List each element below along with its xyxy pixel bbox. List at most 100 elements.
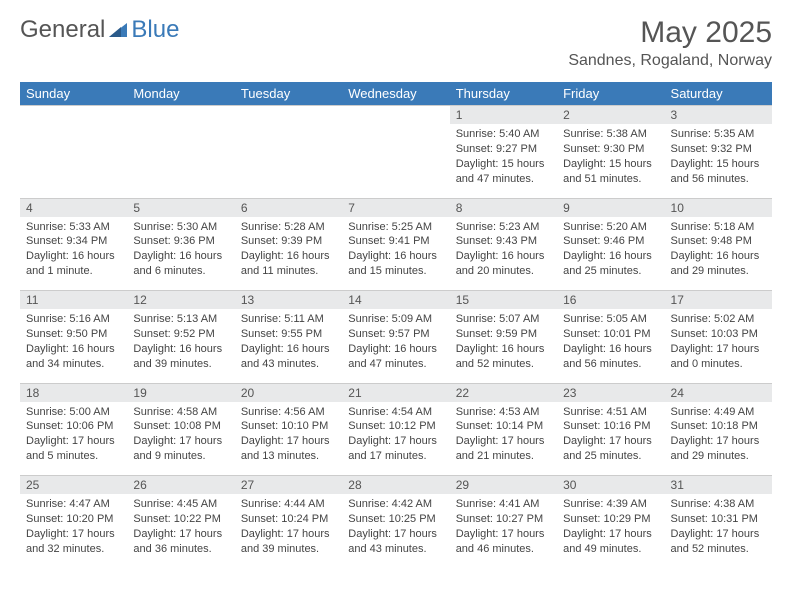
day-number-row: 11121314151617 (20, 291, 772, 310)
sunrise-text: Sunrise: 4:44 AM (241, 497, 336, 512)
day-content-cell: Sunrise: 5:23 AMSunset: 9:43 PMDaylight:… (450, 217, 557, 291)
day-number-cell: 22 (450, 383, 557, 402)
sunset-text: Sunset: 9:57 PM (348, 327, 443, 342)
day-content-cell: Sunrise: 5:30 AMSunset: 9:36 PMDaylight:… (127, 217, 234, 291)
daylight-text: Daylight: 16 hours and 25 minutes. (563, 249, 658, 279)
page-header: General Blue May 2025 Sandnes, Rogaland,… (20, 16, 772, 70)
title-block: May 2025 Sandnes, Rogaland, Norway (568, 16, 772, 70)
daylight-text: Daylight: 17 hours and 43 minutes. (348, 527, 443, 557)
sunset-text: Sunset: 10:01 PM (563, 327, 658, 342)
day-number-cell: 19 (127, 383, 234, 402)
day-content-cell: Sunrise: 5:00 AMSunset: 10:06 PMDaylight… (20, 402, 127, 476)
daylight-text: Daylight: 16 hours and 34 minutes. (26, 342, 121, 372)
sunrise-text: Sunrise: 5:18 AM (671, 220, 766, 235)
sunrise-text: Sunrise: 5:00 AM (26, 405, 121, 420)
sunrise-text: Sunrise: 5:16 AM (26, 312, 121, 327)
day-number-cell: 16 (557, 291, 664, 310)
day-number-cell: 1 (450, 106, 557, 125)
day-number-cell: 18 (20, 383, 127, 402)
day-number-cell: 28 (342, 476, 449, 495)
sunset-text: Sunset: 9:46 PM (563, 234, 658, 249)
day-number-row: 123 (20, 106, 772, 125)
sunset-text: Sunset: 10:16 PM (563, 419, 658, 434)
weekday-header: Thursday (450, 82, 557, 106)
day-number-cell: 10 (665, 198, 772, 217)
month-title: May 2025 (568, 16, 772, 50)
day-number-cell: 9 (557, 198, 664, 217)
day-number-cell: 25 (20, 476, 127, 495)
day-number-cell: 5 (127, 198, 234, 217)
sunrise-text: Sunrise: 4:49 AM (671, 405, 766, 420)
day-number-cell: 13 (235, 291, 342, 310)
day-content-cell: Sunrise: 5:20 AMSunset: 9:46 PMDaylight:… (557, 217, 664, 291)
day-content-row: Sunrise: 5:40 AMSunset: 9:27 PMDaylight:… (20, 124, 772, 198)
brand-text-2: Blue (131, 16, 179, 43)
day-content-cell: Sunrise: 4:44 AMSunset: 10:24 PMDaylight… (235, 494, 342, 568)
day-content-cell: Sunrise: 4:58 AMSunset: 10:08 PMDaylight… (127, 402, 234, 476)
day-number-row: 25262728293031 (20, 476, 772, 495)
weekday-header: Friday (557, 82, 664, 106)
day-content-cell (127, 124, 234, 198)
sunrise-text: Sunrise: 4:38 AM (671, 497, 766, 512)
day-content-cell: Sunrise: 5:18 AMSunset: 9:48 PMDaylight:… (665, 217, 772, 291)
sunrise-text: Sunrise: 4:58 AM (133, 405, 228, 420)
daylight-text: Daylight: 16 hours and 15 minutes. (348, 249, 443, 279)
sunset-text: Sunset: 10:22 PM (133, 512, 228, 527)
daylight-text: Daylight: 16 hours and 43 minutes. (241, 342, 336, 372)
daylight-text: Daylight: 17 hours and 0 minutes. (671, 342, 766, 372)
day-content-cell: Sunrise: 5:33 AMSunset: 9:34 PMDaylight:… (20, 217, 127, 291)
day-number-cell: 12 (127, 291, 234, 310)
daylight-text: Daylight: 17 hours and 39 minutes. (241, 527, 336, 557)
sunset-text: Sunset: 9:55 PM (241, 327, 336, 342)
weekday-header-row: Sunday Monday Tuesday Wednesday Thursday… (20, 82, 772, 106)
sunset-text: Sunset: 10:29 PM (563, 512, 658, 527)
day-number-row: 45678910 (20, 198, 772, 217)
sunset-text: Sunset: 10:12 PM (348, 419, 443, 434)
day-number-cell: 11 (20, 291, 127, 310)
daylight-text: Daylight: 16 hours and 20 minutes. (456, 249, 551, 279)
sunset-text: Sunset: 10:06 PM (26, 419, 121, 434)
weekday-header: Monday (127, 82, 234, 106)
sunrise-text: Sunrise: 5:35 AM (671, 127, 766, 142)
day-content-cell: Sunrise: 4:41 AMSunset: 10:27 PMDaylight… (450, 494, 557, 568)
sunset-text: Sunset: 10:20 PM (26, 512, 121, 527)
brand-logo: General Blue (20, 16, 179, 44)
daylight-text: Daylight: 17 hours and 29 minutes. (671, 434, 766, 464)
sunset-text: Sunset: 10:27 PM (456, 512, 551, 527)
weekday-header: Saturday (665, 82, 772, 106)
day-number-cell: 27 (235, 476, 342, 495)
day-content-cell: Sunrise: 5:02 AMSunset: 10:03 PMDaylight… (665, 309, 772, 383)
day-content-row: Sunrise: 4:47 AMSunset: 10:20 PM Daylight… (20, 494, 772, 568)
weekday-header: Wednesday (342, 82, 449, 106)
sunrise-text: Sunrise: 4:47 AM (26, 497, 121, 512)
daylight-text: Daylight: 17 hours and 49 minutes. (563, 527, 658, 557)
day-number-cell: 15 (450, 291, 557, 310)
day-content-cell: Sunrise: 5:25 AMSunset: 9:41 PMDaylight:… (342, 217, 449, 291)
day-number-cell (342, 106, 449, 125)
day-content-cell: Sunrise: 5:09 AMSunset: 9:57 PMDaylight:… (342, 309, 449, 383)
daylight-text: Daylight: 17 hours and 36 minutes. (133, 527, 228, 557)
daylight-text: Daylight: 17 hours and 17 minutes. (348, 434, 443, 464)
sunset-text: Sunset: 9:36 PM (133, 234, 228, 249)
daylight-text: Daylight: 15 hours and 51 minutes. (563, 157, 658, 187)
day-number-cell: 3 (665, 106, 772, 125)
sunrise-text: Sunrise: 5:07 AM (456, 312, 551, 327)
brand-text-1: General (20, 16, 105, 44)
sunrise-text: Sunrise: 4:51 AM (563, 405, 658, 420)
day-content-row: Sunrise: 5:00 AMSunset: 10:06 PM Daylight… (20, 402, 772, 476)
sunrise-text: Sunrise: 5:02 AM (671, 312, 766, 327)
triangle-icon (107, 19, 129, 41)
day-number-cell: 2 (557, 106, 664, 125)
day-content-cell (342, 124, 449, 198)
sunrise-text: Sunrise: 5:23 AM (456, 220, 551, 235)
sunset-text: Sunset: 10:08 PM (133, 419, 228, 434)
sunrise-text: Sunrise: 5:25 AM (348, 220, 443, 235)
sunset-text: Sunset: 9:48 PM (671, 234, 766, 249)
day-number-cell: 29 (450, 476, 557, 495)
day-content-cell: Sunrise: 4:54 AMSunset: 10:12 PMDaylight… (342, 402, 449, 476)
day-number-row: 18192021222324 (20, 383, 772, 402)
sunrise-text: Sunrise: 4:56 AM (241, 405, 336, 420)
sunrise-text: Sunrise: 4:45 AM (133, 497, 228, 512)
daylight-text: Daylight: 17 hours and 9 minutes. (133, 434, 228, 464)
sunset-text: Sunset: 10:25 PM (348, 512, 443, 527)
